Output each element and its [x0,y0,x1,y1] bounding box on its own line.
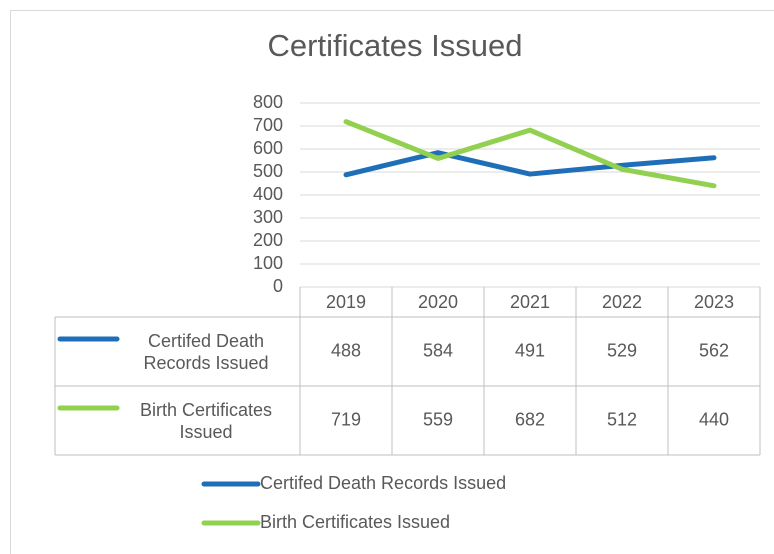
legend-label: Birth Certificates Issued [260,512,450,532]
legend-label-box: Birth Certificates Issued [139,399,273,442]
x-tick-label: 2019 [326,292,366,312]
legend-label-box: Certifed Death Records Issued [143,330,269,373]
chart-frame [10,10,774,554]
x-tick-label: 2021 [510,292,550,312]
table-value: 719 [331,409,361,429]
table-value: 491 [515,340,545,360]
legend-label: Certifed Death Records Issued [143,330,269,373]
series-line [343,150,717,178]
table-value: 559 [423,409,453,429]
y-tick-label: 100 [253,253,283,273]
y-tick-label: 300 [253,207,283,227]
table-value: 512 [607,409,637,429]
x-tick-label: 2020 [418,292,458,312]
table-value: 440 [699,409,729,429]
y-tick-label: 500 [253,161,283,181]
table-value: 529 [607,340,637,360]
x-tick-label: 2022 [602,292,642,312]
table-value: 584 [423,340,453,360]
table-value: 682 [515,409,545,429]
legend-label: Certifed Death Records Issued [260,473,506,493]
legend-label: Birth Certificates Issued [139,399,273,442]
y-tick-label: 400 [253,184,283,204]
y-tick-label: 800 [253,92,283,112]
table-value: 562 [699,340,729,360]
chart-title: Certificates Issued [268,28,523,63]
x-tick-label: 2023 [694,292,734,312]
y-tick-label: 600 [253,138,283,158]
y-tick-label: 0 [273,276,283,296]
series-line [343,119,717,189]
table-value: 488 [331,340,361,360]
y-tick-label: 200 [253,230,283,250]
y-tick-label: 700 [253,115,283,135]
